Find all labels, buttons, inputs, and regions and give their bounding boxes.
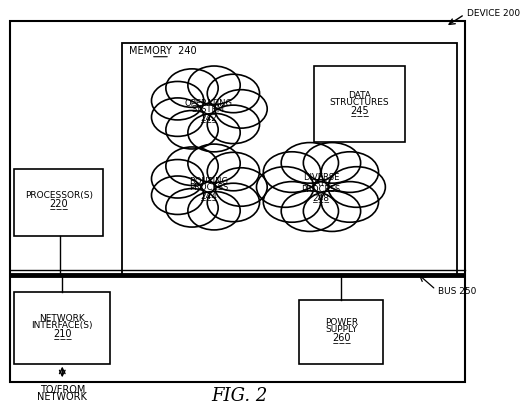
Ellipse shape (215, 168, 267, 206)
Ellipse shape (151, 176, 204, 215)
FancyBboxPatch shape (122, 43, 457, 275)
Text: STRUCTURES: STRUCTURES (329, 98, 389, 107)
Ellipse shape (263, 152, 321, 192)
Text: FIG. 2: FIG. 2 (211, 387, 268, 405)
Ellipse shape (151, 81, 204, 120)
Ellipse shape (256, 167, 314, 207)
Text: MEMORY  240: MEMORY 240 (129, 46, 197, 56)
Ellipse shape (151, 98, 204, 136)
Text: 2̲6̲0̲: 2̲6̲0̲ (332, 332, 351, 343)
Text: DEVICE 200: DEVICE 200 (467, 9, 520, 18)
Ellipse shape (166, 147, 218, 185)
Text: POWER: POWER (325, 318, 358, 327)
Ellipse shape (188, 113, 240, 152)
Text: 2̲4̲5̲: 2̲4̲5̲ (350, 106, 369, 116)
Text: NETWORK: NETWORK (38, 392, 87, 402)
FancyBboxPatch shape (15, 292, 110, 364)
Ellipse shape (321, 152, 378, 192)
Ellipse shape (188, 66, 240, 104)
Ellipse shape (166, 111, 218, 149)
Ellipse shape (328, 167, 385, 207)
Text: 2̲4̲8̲: 2̲4̲8̲ (313, 193, 329, 202)
Text: DIVERSE: DIVERSE (303, 173, 339, 182)
Text: PROCESS: PROCESS (189, 183, 228, 192)
FancyBboxPatch shape (9, 21, 465, 382)
Text: ROUTING: ROUTING (189, 177, 228, 186)
Text: 2̲4̲2̲: 2̲4̲2̲ (200, 113, 217, 122)
Text: NETWORK: NETWORK (39, 314, 85, 323)
Ellipse shape (207, 105, 259, 143)
Text: 2̲4̲4̲: 2̲4̲4̲ (200, 191, 217, 200)
Text: PROCESSOR(S): PROCESSOR(S) (25, 191, 93, 200)
Ellipse shape (207, 152, 259, 191)
Ellipse shape (303, 191, 361, 231)
Ellipse shape (207, 74, 259, 113)
Ellipse shape (215, 90, 267, 128)
Text: PROCESS: PROCESS (301, 185, 340, 194)
Ellipse shape (207, 183, 259, 222)
Text: DATA: DATA (348, 91, 371, 100)
Ellipse shape (281, 191, 338, 231)
Ellipse shape (166, 69, 218, 107)
Ellipse shape (166, 189, 218, 227)
Text: 2̲1̲0̲: 2̲1̲0̲ (53, 328, 72, 339)
Ellipse shape (303, 143, 361, 183)
Ellipse shape (263, 182, 321, 222)
Ellipse shape (321, 182, 378, 222)
Text: SUPPLY: SUPPLY (325, 325, 358, 334)
FancyBboxPatch shape (15, 169, 103, 236)
Text: BUS 250: BUS 250 (438, 287, 477, 296)
Text: PATH: PATH (311, 179, 331, 188)
Text: 2̲2̲0̲: 2̲2̲0̲ (50, 198, 68, 209)
FancyBboxPatch shape (300, 300, 383, 364)
Text: INTERFACE(S): INTERFACE(S) (31, 321, 93, 330)
Ellipse shape (188, 192, 240, 230)
Text: OPERATING: OPERATING (184, 99, 232, 108)
Text: TO/FROM: TO/FROM (40, 385, 85, 395)
Ellipse shape (188, 144, 240, 182)
Ellipse shape (151, 159, 204, 198)
Text: SYSTEM: SYSTEM (192, 105, 225, 114)
Ellipse shape (281, 143, 338, 183)
FancyBboxPatch shape (314, 66, 405, 142)
